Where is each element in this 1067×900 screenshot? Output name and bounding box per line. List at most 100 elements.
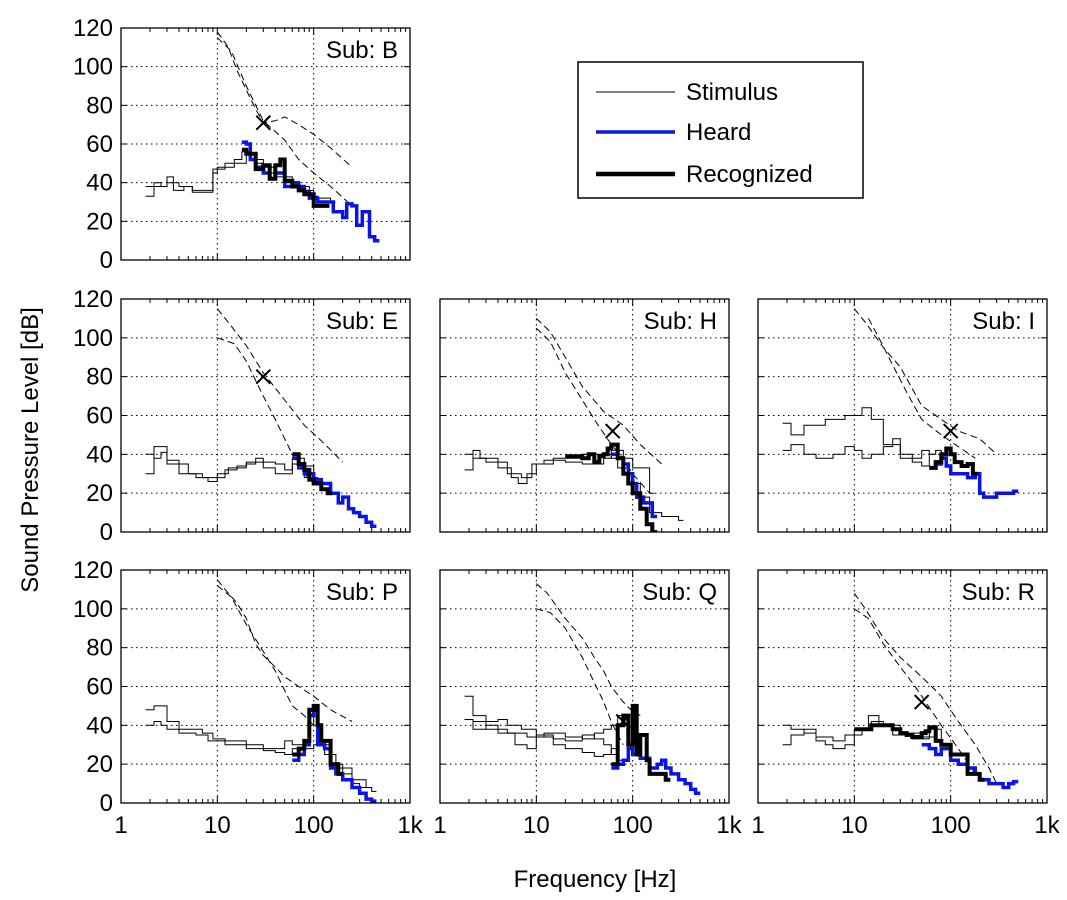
y-tick-label: 120 xyxy=(73,557,113,584)
x-marker xyxy=(255,368,272,385)
plot-content xyxy=(145,308,377,528)
plot-content xyxy=(145,579,377,803)
threshold-curve xyxy=(867,318,976,459)
y-tick-label: 20 xyxy=(86,480,113,507)
x-tick-label: 10 xyxy=(841,812,868,839)
series-stimulus xyxy=(464,715,623,740)
axes-frame xyxy=(757,298,1048,533)
x-marker xyxy=(942,423,959,439)
x-tick-label: 1 xyxy=(433,812,446,839)
x-marker xyxy=(255,115,272,131)
x-marker xyxy=(913,694,930,710)
threshold-curve xyxy=(216,308,344,463)
plot-content xyxy=(464,583,701,796)
y-tick-label: 60 xyxy=(86,674,113,701)
plot-content xyxy=(145,31,380,243)
series-recognized xyxy=(565,442,658,532)
y-tick-label: 80 xyxy=(86,92,113,119)
panel-title: Sub: Q xyxy=(642,579,717,606)
panel-title: Sub: R xyxy=(962,579,1035,606)
x-tick-label: 1 xyxy=(114,812,127,839)
x-tick-label: 100 xyxy=(294,812,334,839)
y-tick-label: 40 xyxy=(86,170,113,197)
threshold-curve xyxy=(853,308,997,455)
series-recognized xyxy=(241,147,330,208)
panel-6: Sub: Q 1 10 100 1k xyxy=(433,569,743,839)
panel-title: Sub: B xyxy=(326,37,398,64)
threshold-curve xyxy=(216,579,353,722)
panel-7: Sub: R 1 10 100 1k xyxy=(751,569,1061,839)
x-marker xyxy=(615,713,632,730)
threshold-curve xyxy=(535,318,663,465)
axes-frame xyxy=(757,569,1048,804)
axes-frame xyxy=(120,27,411,261)
threshold-curve xyxy=(854,608,976,775)
threshold-curve xyxy=(216,31,353,168)
y-tick-label: 120 xyxy=(73,286,113,313)
series-stimulus xyxy=(464,719,623,765)
x-axis-label: Frequency [Hz] xyxy=(514,866,677,893)
x-tick-label: 10 xyxy=(204,812,231,839)
series-heard xyxy=(292,456,377,528)
plot-content xyxy=(782,593,1019,790)
y-tick-label: 0 xyxy=(100,519,113,546)
y-tick-label: 60 xyxy=(86,131,113,158)
panel-title: Sub: P xyxy=(326,579,398,606)
panel-1: Sub: B 0 20 40 60 80 100 120 xyxy=(73,15,411,274)
series-stimulus xyxy=(464,449,655,494)
legend-label-heard: Heard xyxy=(686,119,751,146)
axes-frame xyxy=(439,298,730,533)
series-heard xyxy=(611,746,701,796)
x-marker xyxy=(604,423,621,439)
axes-frame xyxy=(120,298,411,533)
y-tick-label: 80 xyxy=(86,635,113,662)
panel-title: Sub: I xyxy=(972,308,1035,335)
series-heard xyxy=(921,743,1019,790)
x-tick-label: 1k xyxy=(1034,812,1060,839)
legend-label-stimulus: Stimulus xyxy=(686,79,778,106)
threshold-curve xyxy=(216,37,353,207)
axes-frame xyxy=(120,569,411,804)
x-tick-label: 1 xyxy=(751,812,764,839)
y-tick-label: 0 xyxy=(100,790,113,817)
plot-content xyxy=(464,318,684,532)
series-stimulus xyxy=(145,721,371,788)
y-tick-label: 80 xyxy=(86,364,113,391)
y-axis-label: Sound Pressure Level [dB] xyxy=(17,307,44,593)
x-tick-label: 100 xyxy=(613,812,653,839)
y-tick-label: 40 xyxy=(86,712,113,739)
series-recognized xyxy=(854,723,985,782)
series-recognized xyxy=(292,703,343,776)
y-tick-label: 100 xyxy=(73,325,113,352)
threshold-curve xyxy=(535,583,641,717)
axes-frame xyxy=(439,569,730,804)
series-recognized xyxy=(929,446,978,476)
x-tick-label: 10 xyxy=(523,812,550,839)
y-tick-label: 0 xyxy=(100,247,113,274)
legend: Stimulus Heard Recognized xyxy=(577,61,864,199)
y-tick-label: 120 xyxy=(73,15,113,42)
y-tick-label: 100 xyxy=(73,596,113,623)
y-tick-label: 60 xyxy=(86,403,113,430)
panel-title: Sub: H xyxy=(644,308,717,335)
panel-3: Sub: H xyxy=(439,298,730,533)
y-tick-label: 40 xyxy=(86,441,113,468)
threshold-curve xyxy=(216,585,315,726)
panel-4: Sub: I xyxy=(757,298,1048,533)
panel-title: Sub: E xyxy=(326,308,398,335)
series-recognized xyxy=(292,452,333,496)
y-tick-label: 20 xyxy=(86,751,113,778)
threshold-curve xyxy=(853,593,998,784)
legend-label-recognized: Recognized xyxy=(686,161,813,188)
panel-2: Sub: E 0 20 40 60 80 100 120 xyxy=(73,286,411,546)
x-tick-label: 1k xyxy=(397,812,423,839)
x-tick-label: 100 xyxy=(931,812,971,839)
x-tick-label: 1k xyxy=(716,812,742,839)
y-tick-label: 20 xyxy=(86,208,113,235)
plot-content xyxy=(782,308,1019,499)
series-stimulus xyxy=(782,438,934,467)
y-tick-label: 100 xyxy=(73,54,113,81)
